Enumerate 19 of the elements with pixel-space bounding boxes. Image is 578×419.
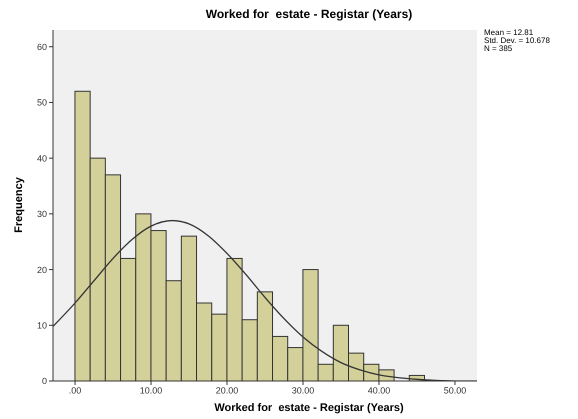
x-tick-label: 30.00: [292, 385, 314, 396]
y-tick-label: 10: [36, 320, 47, 330]
x-tick-label: .00: [68, 385, 82, 396]
y-tick-label: 40: [36, 153, 47, 164]
y-axis-title: Frequency: [13, 177, 25, 233]
x-tick-label: 10.00: [140, 385, 162, 396]
y-tick-label: 60: [36, 42, 47, 52]
y-tick-label: 0: [42, 376, 47, 386]
x-tick-label: 50.00: [444, 385, 466, 396]
x-tick-label: 40.00: [368, 385, 390, 396]
y-tick-label: 20: [36, 264, 47, 275]
x-tick-label: 20.00: [216, 385, 238, 396]
text: Std. Dev. = 10.678: [484, 36, 550, 45]
text: Mean = 12.81: [484, 28, 534, 37]
y-tick-label: 30: [36, 209, 47, 220]
chart-title: Worked for estate - Registar (Years): [204, 6, 414, 22]
x-axis-title: Worked for estate - Registar (Years): [213, 402, 405, 414]
text: N = 385: [484, 44, 514, 53]
y-tick-label: 50: [36, 98, 47, 108]
